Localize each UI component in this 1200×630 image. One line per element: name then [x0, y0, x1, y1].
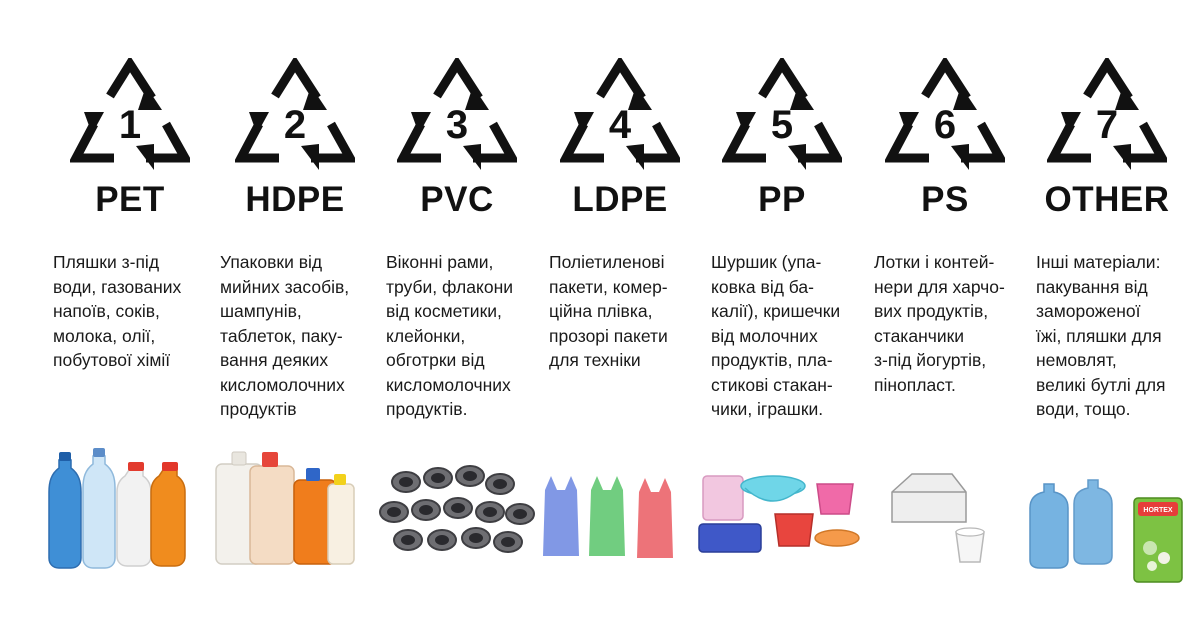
plastic-type-pvc: 3 PVC Віконні рами, труби, флакони від к…	[372, 0, 542, 630]
resin-code-number: 1	[119, 103, 141, 147]
resin-code-number: 3	[446, 103, 468, 147]
water-jugs-and-frozen-pack-icon: HORTEX	[1029, 479, 1183, 583]
plastic-type-ldpe: 4 LDPE Поліетиленові пакети, комер- ційн…	[535, 0, 705, 630]
plastic-type-pp: 5 PP Шуршик (упа- ковка від ба- калії), …	[697, 0, 867, 630]
plastic-description: Шуршик (упа- ковка від ба- калії), крише…	[711, 252, 841, 419]
plastic-description: Пляшки з-під води, газованих напоїв, сок…	[53, 252, 182, 370]
resin-code-number: 5	[771, 103, 793, 147]
plastic-description: Упаковки від мийних засобів, шампунів, т…	[220, 252, 350, 419]
plastic-type-ps: 6 PS Лотки і контей- нери для харчо- вих…	[860, 0, 1030, 630]
recycling-triangle-icon: 3	[397, 58, 517, 170]
detergent-containers-icon	[215, 451, 355, 565]
resin-code-number: 2	[284, 103, 306, 147]
household-containers-icon	[698, 475, 860, 553]
recycling-triangle-icon: 4	[560, 58, 680, 170]
plastic-description: Поліетиленові пакети, комер- ційна плівк…	[549, 252, 668, 370]
resin-code-label: PET	[95, 180, 165, 219]
plastic-description: Лотки і контей- нери для харчо- вих прод…	[874, 252, 1005, 395]
resin-code-label: OTHER	[1044, 180, 1170, 219]
recycling-triangle-icon: 5	[722, 58, 842, 170]
recycling-triangle-icon: 2	[235, 58, 355, 170]
plastic-bottles-icon	[48, 448, 186, 569]
resin-code-label: PS	[921, 180, 969, 219]
plastic-type-hdpe: 2 HDPE Упаковки від мийних засобів, шамп…	[210, 0, 380, 630]
recycling-triangle-icon: 1	[70, 58, 190, 170]
resin-code-number: 6	[934, 103, 956, 147]
recycling-triangle-icon: 7	[1047, 58, 1167, 170]
brand-logo: HORTEX	[1143, 507, 1173, 514]
pvc-pipes-icon	[379, 465, 535, 553]
resin-code-label: LDPE	[572, 180, 668, 219]
plastic-bags-icon	[543, 476, 673, 558]
plastic-type-other: 7 OTHER Інші матеріали: пакування від за…	[1022, 0, 1192, 630]
plastic-description: Інші матеріали: пакування від заморожено…	[1036, 252, 1166, 419]
recycling-triangle-icon: 6	[885, 58, 1005, 170]
plastic-description: Віконні рами, труби, флакони від космети…	[386, 252, 514, 419]
resin-code-number: 7	[1096, 103, 1118, 147]
plastic-type-pet: 1 PET Пляшки з-під води, газованих напої…	[45, 0, 215, 630]
resin-code-number: 4	[609, 103, 632, 147]
resin-code-label: PVC	[420, 180, 494, 219]
food-containers-icon	[891, 473, 985, 563]
resin-code-label: PP	[758, 180, 806, 219]
resin-code-label: HDPE	[245, 180, 345, 219]
